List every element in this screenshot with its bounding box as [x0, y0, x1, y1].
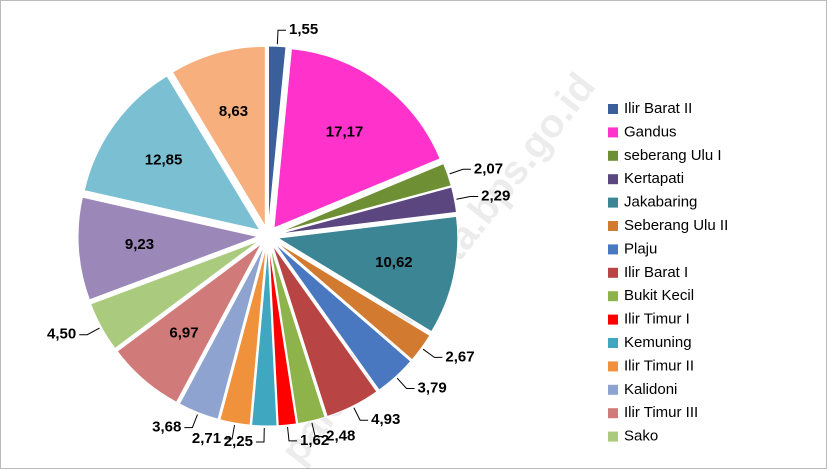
legend-label: Bukit Kecil: [624, 287, 694, 304]
value-label: 2,29: [481, 188, 510, 205]
value-label: 3,79: [418, 379, 447, 396]
legend-label: Kertapati: [624, 170, 684, 187]
value-label: 10,62: [375, 254, 413, 271]
leader-line: [224, 424, 236, 440]
legend-swatch: [608, 384, 618, 395]
leader-line: [79, 327, 100, 336]
pie-slice: [171, 45, 266, 229]
pie-slice: [178, 245, 265, 420]
leader-line: [255, 427, 265, 443]
leader-line: [287, 426, 297, 442]
leader-line: [422, 348, 443, 358]
pie-slice: [83, 75, 261, 231]
legend-label: Ilir Timur III: [624, 404, 698, 421]
pie-slice: [116, 243, 262, 403]
value-label: 2,07: [474, 160, 503, 177]
legend-label: Ilir Barat I: [624, 264, 688, 281]
value-label: 9,23: [125, 236, 154, 253]
legend-swatch: [608, 244, 618, 255]
value-label: 1,55: [289, 21, 318, 38]
legend-label: Kemuning: [624, 334, 692, 351]
pie-slice: [267, 45, 287, 227]
pie-slice: [77, 196, 260, 301]
pie-slice: [277, 186, 458, 235]
pie-slice: [271, 244, 378, 418]
legend-swatch: [608, 408, 618, 419]
legend-label: Seberang Ulu II: [624, 217, 728, 234]
legend-label: Ilir Timur I: [624, 311, 690, 328]
value-label: 2,67: [445, 348, 474, 365]
legend-swatch: [608, 174, 618, 185]
legend-label: Gandus: [624, 123, 677, 140]
leader-line: [276, 29, 287, 45]
value-label: 2,25: [224, 433, 253, 450]
legend-label: Kalidoni: [624, 381, 677, 398]
legend-swatch: [608, 221, 618, 231]
value-label: 8,63: [219, 103, 248, 120]
legend-label: Ilir Timur II: [624, 357, 694, 374]
legend-swatch: [608, 150, 618, 161]
legend-swatch: [608, 291, 618, 302]
value-label: 2,71: [192, 430, 221, 447]
pie-slice: [275, 241, 431, 361]
legend-swatch: [608, 314, 618, 325]
value-label: 6,97: [169, 325, 198, 342]
pie-slice: [274, 243, 412, 391]
legend-swatch: [608, 127, 618, 138]
legend-label: seberang Ulu I: [624, 147, 722, 164]
legend-swatch: [608, 267, 618, 278]
pie-slice: [277, 162, 452, 234]
leader-line: [311, 422, 324, 438]
leader-line: [449, 168, 471, 175]
pie-slice: [268, 245, 298, 427]
legend-swatch: [608, 338, 618, 348]
value-label: 12,85: [145, 152, 183, 169]
pie-slice: [90, 240, 260, 350]
value-label: 2,48: [326, 428, 355, 445]
legend-swatch: [608, 197, 618, 208]
value-label: 1,62: [300, 432, 329, 449]
legend-swatch: [608, 104, 618, 114]
legend-label: Jakabaring: [624, 194, 697, 211]
value-label: 4,93: [371, 411, 400, 428]
pie-slice: [219, 245, 267, 426]
legend-label: Sako: [624, 428, 658, 445]
leader-line: [456, 196, 479, 200]
value-label: 3,68: [152, 419, 181, 436]
legend-label: Plaju: [624, 240, 657, 257]
value-label: 4,50: [47, 326, 76, 343]
pie-slice: [269, 245, 326, 425]
leader-line: [396, 377, 415, 389]
leader-line: [184, 414, 198, 429]
leader-line: [353, 407, 369, 421]
legend-label: Ilir Barat II: [624, 100, 692, 117]
pie-slice: [251, 245, 278, 427]
pie-slice: [273, 48, 441, 229]
pie-slice: [276, 215, 459, 333]
legend-swatch: [608, 431, 618, 442]
legend-swatch: [608, 361, 618, 372]
value-label: 17,17: [326, 123, 364, 140]
